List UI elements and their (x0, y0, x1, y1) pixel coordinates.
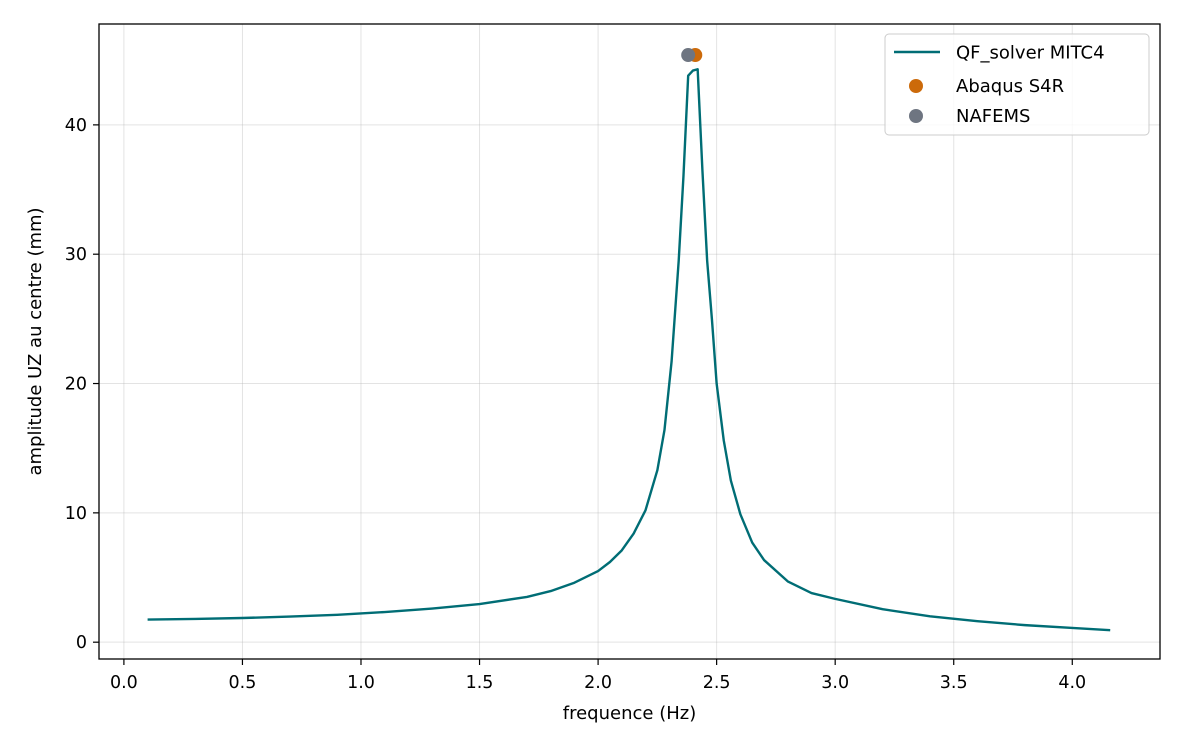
x-tick-label: 2.5 (703, 673, 731, 693)
x-tick-label: 0.0 (110, 673, 138, 693)
x-tick-label: 0.5 (229, 673, 257, 693)
x-axis-label: frequence (Hz) (563, 703, 696, 724)
ticks: 0.0 0.5 1.0 1.5 2.0 2.5 3.0 3.5 4.0 0 10 20 30 40 (65, 116, 1086, 693)
legend-box (884, 33, 1150, 136)
y-tick-label: 40 (65, 116, 87, 136)
x-tick-label: 4.0 (1058, 673, 1086, 693)
x-tick-label: 2.0 (584, 673, 612, 693)
legend-label-abaqus: Abaqus S4R (956, 76, 1064, 97)
plot-series (147, 48, 1111, 632)
legend: QF_solver MITC4 Abaqus S4R NAFEMS (884, 33, 1150, 136)
scatter-point-nafems (681, 48, 696, 63)
y-tick-label: 30 (65, 245, 87, 265)
y-tick-label: 20 (65, 375, 87, 395)
legend-label-nafems: NAFEMS (956, 106, 1030, 127)
legend-label-qf-solver: QF_solver MITC4 (956, 43, 1105, 64)
y-tick-label: 0 (76, 633, 87, 653)
y-axis-label: amplitude UZ au centre (mm) (25, 207, 46, 475)
legend-marker-abaqus (909, 79, 923, 93)
legend-marker-nafems (909, 109, 923, 123)
series-line-qf-solver (147, 68, 1111, 632)
x-tick-label: 3.0 (821, 673, 849, 693)
x-tick-label: 3.5 (940, 673, 968, 693)
x-tick-label: 1.0 (347, 673, 375, 693)
axes-frame (98, 23, 1161, 660)
y-tick-label: 10 (65, 504, 87, 524)
x-tick-label: 1.5 (466, 673, 494, 693)
